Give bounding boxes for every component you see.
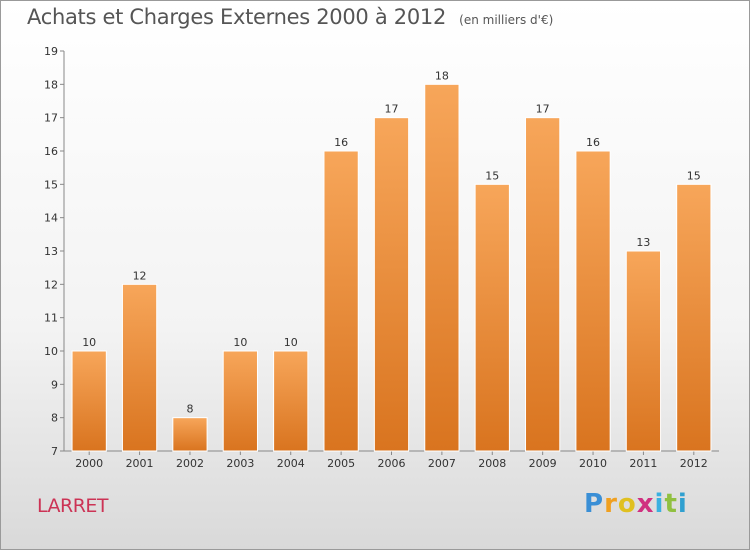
bar bbox=[625, 250, 662, 452]
x-tick-label: 2011 bbox=[629, 457, 657, 470]
bar bbox=[575, 150, 611, 452]
bar bbox=[71, 350, 107, 452]
bar bbox=[323, 150, 359, 452]
x-tick-label: 2010 bbox=[579, 457, 607, 470]
x-tick-label: 2007 bbox=[428, 457, 456, 470]
brand-letter: t bbox=[664, 489, 678, 519]
bar bbox=[525, 117, 561, 452]
y-tick-label: 16 bbox=[44, 145, 58, 158]
labels-group: 10 12 8 10 10 16 17 18 15 17 16 13 15 bbox=[82, 69, 701, 415]
x-tick-label: 2002 bbox=[176, 457, 204, 470]
y-tick-label: 10 bbox=[44, 345, 58, 358]
y-tick-label: 18 bbox=[44, 78, 58, 91]
bar bbox=[424, 83, 460, 452]
data-label: 13 bbox=[636, 236, 650, 249]
brand-letter: x bbox=[636, 489, 655, 519]
y-tick-label: 12 bbox=[44, 278, 58, 291]
data-label: 10 bbox=[82, 336, 96, 349]
y-tick-label: 7 bbox=[51, 445, 58, 458]
x-tick-label: 2001 bbox=[126, 457, 154, 470]
bar bbox=[676, 183, 712, 452]
data-label: 16 bbox=[586, 136, 600, 149]
data-label: 15 bbox=[485, 169, 499, 182]
brand-letter: P bbox=[584, 489, 605, 519]
y-tick-label: 11 bbox=[44, 312, 58, 325]
x-tick-label: 2003 bbox=[226, 457, 254, 470]
y-tick-label: 9 bbox=[51, 378, 58, 391]
axes: 7 8 9 10 11 12 13 14 15 16 17 18 19 2000 2001 2002 2003 2… bbox=[44, 45, 719, 470]
chart-unit: (en milliers d'€) bbox=[459, 13, 554, 27]
brand-letter: r bbox=[604, 489, 618, 519]
x-tick-label: 2004 bbox=[277, 457, 305, 470]
brand-letter: o bbox=[617, 489, 637, 519]
data-label: 8 bbox=[186, 403, 193, 416]
x-tick-label: 2005 bbox=[327, 457, 355, 470]
y-tick-label: 15 bbox=[44, 178, 58, 191]
chart-title: Achats et Charges Externes 2000 à 2012 bbox=[27, 5, 447, 29]
data-label: 17 bbox=[385, 103, 399, 116]
y-tick-label: 17 bbox=[44, 112, 58, 125]
bar bbox=[474, 183, 510, 452]
commune-name: LARRET bbox=[37, 495, 109, 517]
x-tick-label: 2009 bbox=[529, 457, 557, 470]
y-tick-label: 13 bbox=[44, 245, 58, 258]
x-tick-label: 2000 bbox=[75, 457, 103, 470]
data-label: 10 bbox=[233, 336, 247, 349]
bar bbox=[373, 117, 410, 452]
brand-letter: i bbox=[677, 489, 688, 519]
x-tick-label: 2008 bbox=[478, 457, 506, 470]
x-tick-label: 2006 bbox=[378, 457, 406, 470]
y-tick-label: 8 bbox=[51, 412, 58, 425]
bars-group bbox=[71, 83, 712, 452]
bar bbox=[222, 350, 258, 452]
data-label: 18 bbox=[435, 69, 449, 82]
bar bbox=[273, 350, 309, 452]
y-tick-label: 14 bbox=[44, 212, 58, 225]
data-label: 17 bbox=[536, 103, 550, 116]
brand-letter: i bbox=[654, 489, 665, 519]
bar bbox=[121, 283, 158, 452]
title-row: Achats et Charges Externes 2000 à 2012 (… bbox=[27, 5, 553, 29]
x-tick-label: 2012 bbox=[680, 457, 708, 470]
data-label: 10 bbox=[284, 336, 298, 349]
data-label: 12 bbox=[133, 269, 147, 282]
bar bbox=[172, 417, 208, 452]
data-label: 16 bbox=[334, 136, 348, 149]
data-label: 15 bbox=[687, 169, 701, 182]
y-tick-label: 19 bbox=[44, 45, 58, 58]
brand-logo: Proxiti bbox=[584, 489, 688, 519]
